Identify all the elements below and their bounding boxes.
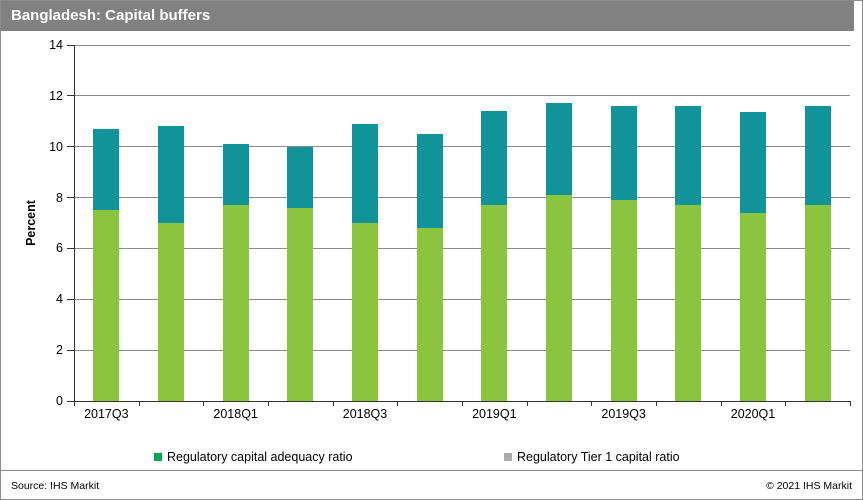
x-axis-tick <box>74 401 75 406</box>
bar-segment-tier1 <box>352 123 378 223</box>
x-axis-tick-label: 2020Q1 <box>730 407 776 421</box>
bar-segment-tier1 <box>287 146 314 208</box>
bar-segment-tier1 <box>740 112 766 213</box>
bar-segment-tier1 <box>481 111 508 206</box>
legend-item: Regulatory Tier 1 capital ratio <box>504 449 680 465</box>
bar-segment-car <box>416 228 443 401</box>
bar-segment-car <box>93 210 120 401</box>
x-axis-tick-label: 2019Q1 <box>472 407 517 421</box>
bar-segment-car <box>740 212 766 401</box>
legend-item: Regulatory capital adequacy ratio <box>154 449 353 465</box>
y-axis-label: Percent <box>24 200 38 246</box>
y-axis-tick-label: 2 <box>56 343 63 358</box>
y-axis-tick-label: 6 <box>56 241 63 256</box>
x-axis-tick <box>656 401 657 406</box>
bar-segment-tier1 <box>158 126 184 223</box>
legend-label: Regulatory capital adequacy ratio <box>167 450 353 464</box>
bar-segment-tier1 <box>675 106 702 206</box>
y-axis-tick <box>67 44 74 46</box>
chart-title: Bangladesh: Capital buffers <box>11 7 211 24</box>
x-axis-tick <box>850 401 851 406</box>
x-axis-tick <box>720 401 722 406</box>
bar-segment-car <box>804 205 831 401</box>
chart-title-bar: Bangladesh: Capital buffers <box>1 1 854 31</box>
x-axis-tick-label: 2017Q3 <box>84 407 129 421</box>
x-axis-tick <box>526 401 528 406</box>
x-axis-tick-label: 2019Q3 <box>601 407 646 421</box>
bar-segment-car <box>222 205 249 401</box>
copyright-text: © 2021 IHS Markit <box>766 480 852 492</box>
legend-swatch-icon <box>504 453 512 461</box>
legend: Regulatory capital adequacy ratio Regulat… <box>1 449 862 467</box>
gridline <box>74 247 850 249</box>
y-axis-tick-label: 8 <box>56 190 63 205</box>
bar-segment-car <box>675 205 702 401</box>
y-axis-tick <box>67 298 74 300</box>
legend-swatch-icon <box>154 453 162 461</box>
x-axis-tick <box>268 401 269 406</box>
x-axis-tick-label: 2018Q1 <box>213 407 258 421</box>
footer: Source: IHS Markit © 2021 IHS Markit <box>1 470 862 499</box>
gridline <box>74 349 850 351</box>
x-axis-tick <box>332 401 334 406</box>
gridline <box>74 95 850 97</box>
y-axis-tick-label: 12 <box>49 88 63 103</box>
legend-label: Regulatory Tier 1 capital ratio <box>517 450 680 464</box>
y-axis-tick-label: 14 <box>49 38 63 52</box>
gridline <box>74 197 850 199</box>
y-axis-tick <box>67 146 74 148</box>
x-axis-tick <box>785 401 787 406</box>
x-axis-tick <box>591 401 593 406</box>
bar-segment-tier1 <box>93 128 120 211</box>
y-axis-tick <box>67 247 74 249</box>
y-axis-tick <box>67 400 74 402</box>
bar-segment-car <box>287 207 314 401</box>
x-axis-tick <box>203 401 205 406</box>
x-axis-tick <box>462 401 463 406</box>
bar-segment-car <box>546 195 572 401</box>
bar-segment-car <box>610 200 637 401</box>
bar-segment-tier1 <box>416 134 443 229</box>
gridline <box>74 298 850 300</box>
x-axis-tick <box>397 401 399 406</box>
bar-segment-tier1 <box>610 106 637 201</box>
bar-segment-tier1 <box>546 103 572 196</box>
x-axis-tick <box>138 401 140 406</box>
y-axis-tick <box>67 95 74 97</box>
y-axis-tick-label: 0 <box>56 394 63 408</box>
bar-segment-tier1 <box>804 106 831 206</box>
y-axis-tick-label: 10 <box>49 139 63 154</box>
x-axis-tick-label: 2018Q3 <box>342 407 388 421</box>
gridline <box>74 44 850 46</box>
bar-segment-tier1 <box>222 144 249 206</box>
y-axis-line <box>74 45 75 402</box>
gridline <box>74 146 850 148</box>
bar-segment-car <box>481 205 508 401</box>
source-text: Source: IHS Markit <box>11 480 100 492</box>
bar-segment-car <box>352 223 378 401</box>
y-axis-tick <box>67 349 74 351</box>
y-axis-tick <box>67 197 74 199</box>
bar-segment-car <box>158 223 184 401</box>
y-axis-tick-label: 4 <box>56 292 63 307</box>
